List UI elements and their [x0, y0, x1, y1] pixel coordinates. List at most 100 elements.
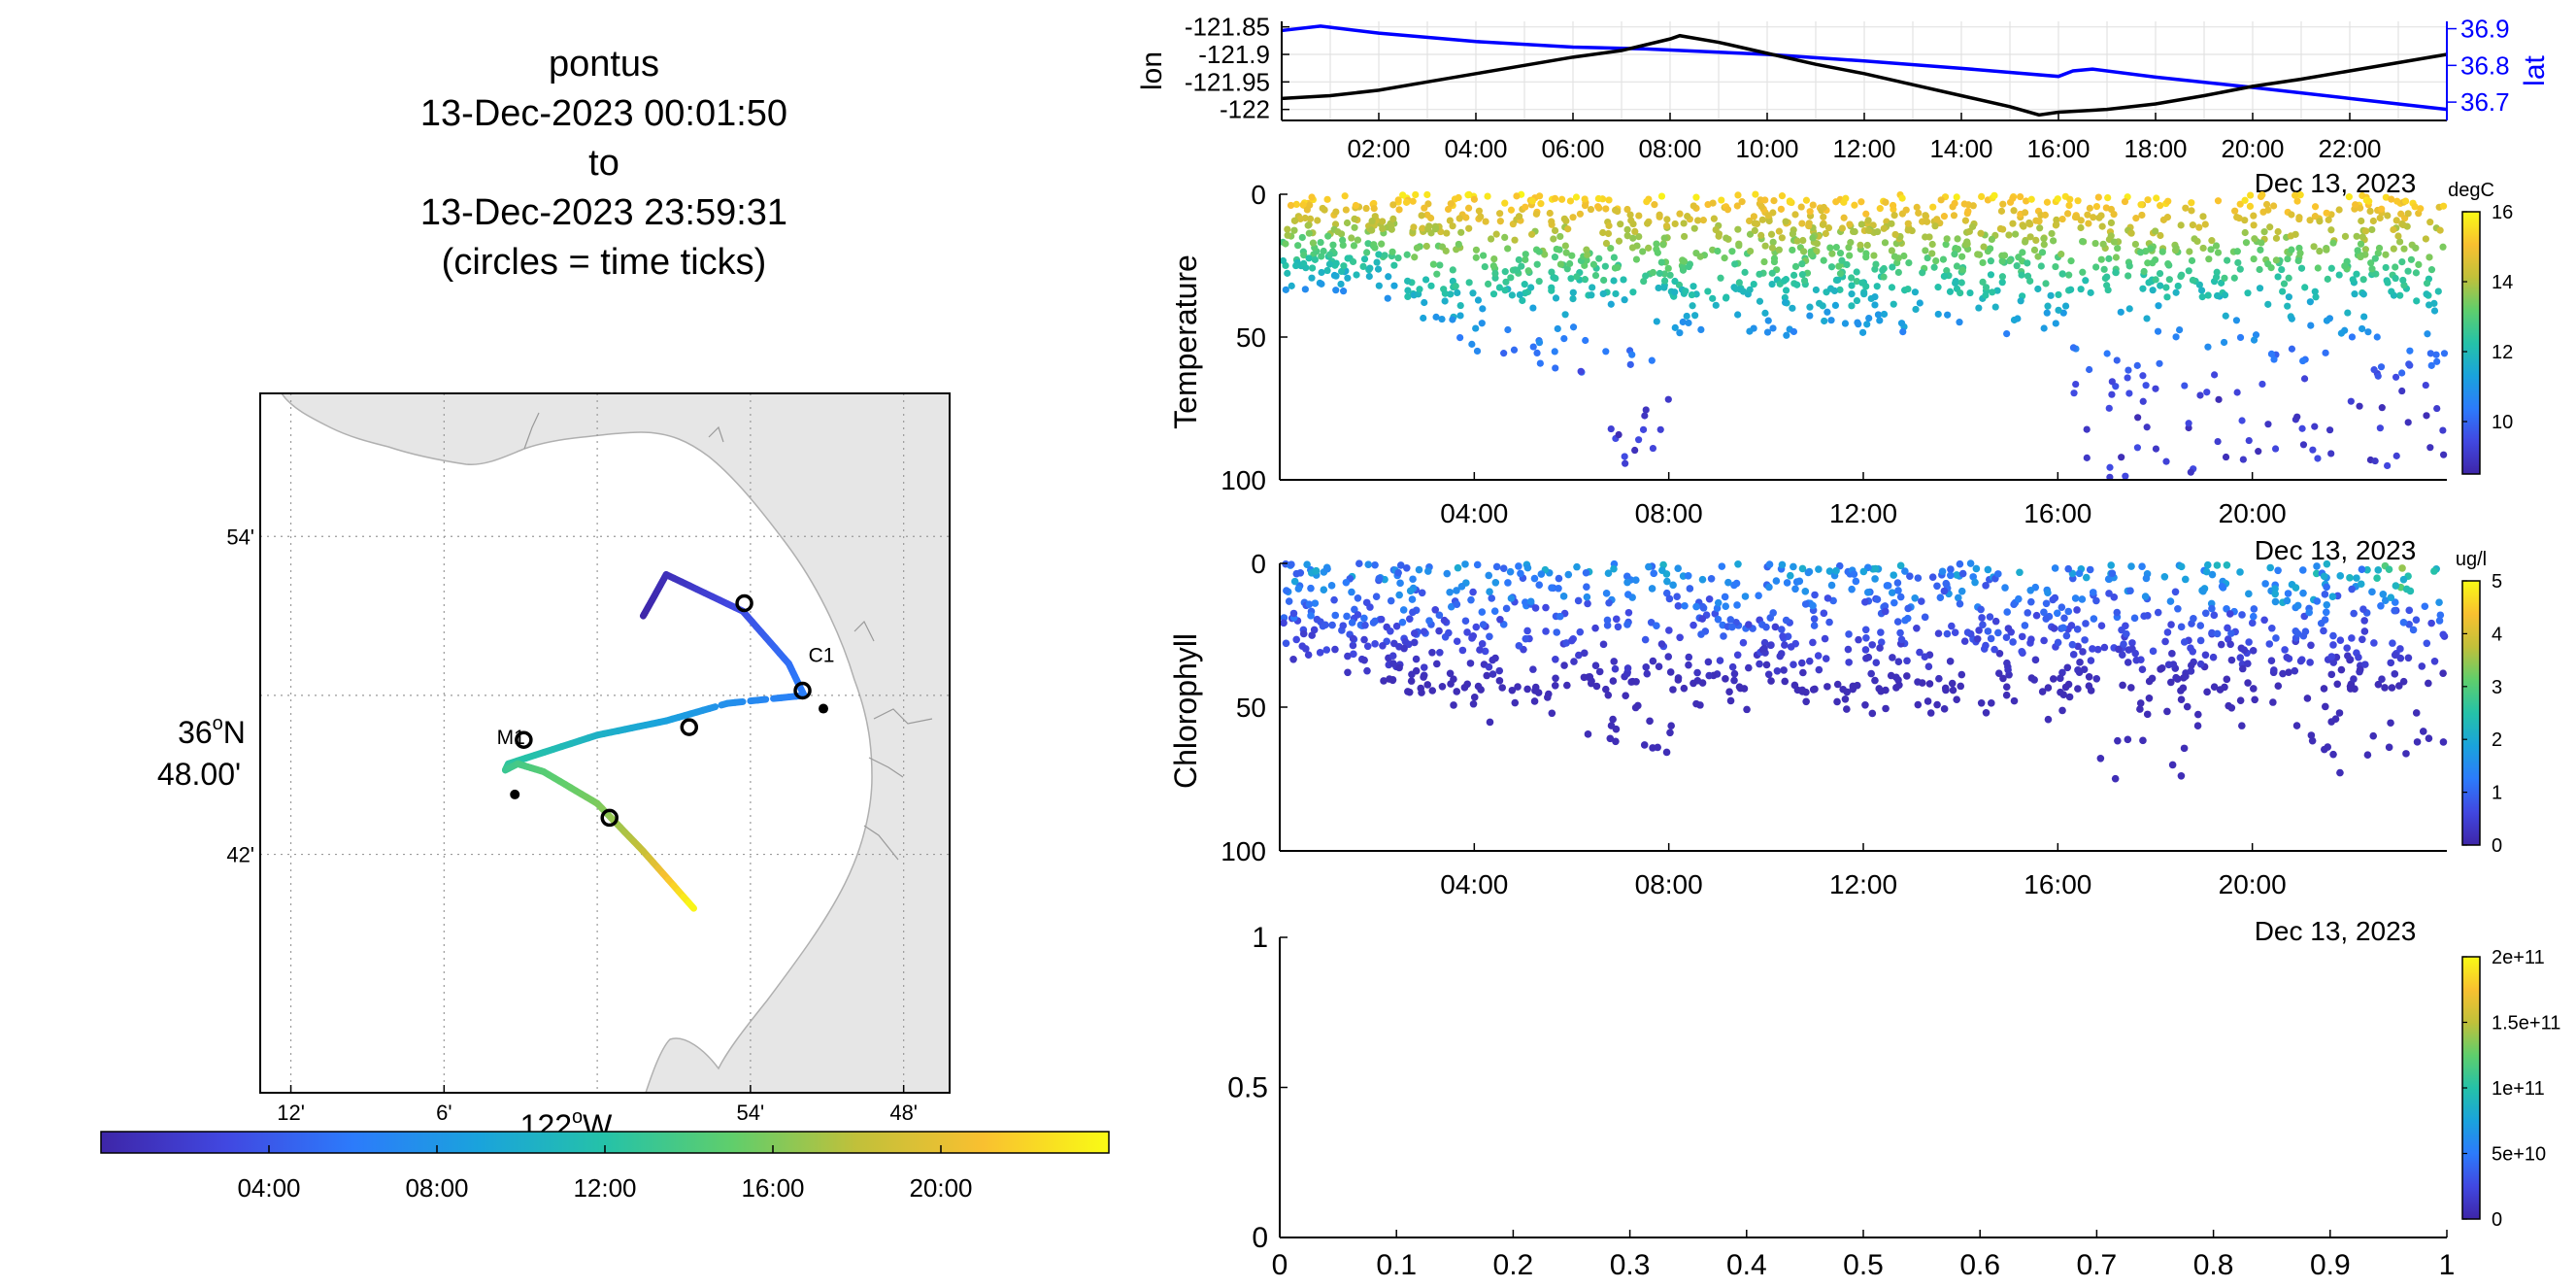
- chlorophyll-point: [2180, 638, 2189, 646]
- temperature-point: [2378, 404, 2386, 412]
- temperature-point: [1290, 226, 1298, 234]
- temperature-point: [1709, 199, 1717, 207]
- chlorophyll-point: [2177, 687, 2185, 695]
- chlorophyll-point: [1349, 634, 1357, 643]
- temperature-point: [1548, 218, 1556, 225]
- time-colorbar-label: 08:00: [405, 1173, 468, 1203]
- temperature-point: [1680, 220, 1688, 227]
- temperature-point: [2086, 365, 2093, 374]
- temperature-point: [1882, 198, 1890, 206]
- temperature-point: [1827, 263, 1836, 271]
- chlorophyll-point: [1780, 666, 1788, 674]
- temperature-point: [1419, 224, 1426, 232]
- temperature-point: [2193, 237, 2201, 246]
- temperature-point: [1410, 223, 1418, 231]
- chlorophyll-point: [1925, 680, 1934, 688]
- chlorophyll-point: [2053, 609, 2061, 618]
- chlorophyll-point: [1496, 615, 1504, 624]
- chlorophyll-point: [1517, 569, 1524, 578]
- temperature-point: [1858, 279, 1866, 287]
- temperature-point: [1649, 444, 1657, 453]
- chlorophyll-point: [2272, 634, 2280, 642]
- chlorophyll-point: [1609, 715, 1617, 724]
- chlorophyll-point: [2248, 619, 2257, 627]
- chlorophyll-point: [1552, 656, 1559, 663]
- chlorophyll-point: [1957, 587, 1966, 595]
- track-segment: [747, 696, 762, 705]
- temperature-point: [1617, 220, 1624, 228]
- empty-colorbar-label: 1e+11: [2492, 1078, 2545, 1100]
- chlorophyll-point: [2074, 642, 2082, 651]
- temperature-point: [1924, 254, 1931, 262]
- temperature-point: [2108, 378, 2116, 386]
- temperature-point: [2162, 458, 2170, 465]
- temperature-point: [2134, 414, 2142, 422]
- empty-xtick-label: 0.7: [2077, 1249, 2118, 1281]
- temperature-point: [1853, 277, 1860, 286]
- temperature-colorbar-label: 16: [2492, 202, 2513, 223]
- temperature-point: [1900, 252, 1908, 260]
- temperature-point: [1790, 327, 1798, 336]
- chlorophyll-point: [2021, 622, 2029, 629]
- temperature-point: [1474, 296, 1483, 304]
- empty-xtick-label: 0.3: [1610, 1249, 1651, 1281]
- chlorophyll-point: [2069, 651, 2078, 659]
- chlorophyll-point: [2320, 627, 2327, 635]
- temperature-point: [2155, 302, 2162, 310]
- temperature-point: [1838, 224, 1847, 232]
- chlorophyll-point: [1798, 659, 1806, 667]
- chlorophyll-point: [2079, 648, 2087, 656]
- chlorophyll-point: [2123, 629, 2130, 638]
- temperature-point: [1515, 213, 1523, 220]
- temperature-point: [1888, 247, 1895, 254]
- chlorophyll-point: [1534, 689, 1543, 696]
- chlorophyll-point: [2369, 731, 2378, 740]
- chlorophyll-point: [1522, 598, 1529, 606]
- chlorophyll-point: [1966, 559, 1975, 567]
- chlorophyll-point: [2377, 601, 2385, 610]
- chlorophyll-point: [2174, 604, 2182, 613]
- temperature-point: [1441, 297, 1449, 305]
- temperature-point: [1628, 244, 1637, 252]
- temperature-point: [2335, 206, 2343, 214]
- chlorophyll-point: [2073, 606, 2081, 614]
- chlorophyll-point: [1469, 588, 1477, 596]
- temperature-point: [1758, 216, 1766, 223]
- temperature-point: [1855, 321, 1862, 328]
- chlorophyll-point: [1953, 695, 1960, 703]
- chlorophyll-point: [2068, 640, 2077, 649]
- temperature-point: [1978, 192, 1986, 200]
- temperature-point: [2043, 198, 2052, 206]
- chlorophyll-point: [2087, 687, 2095, 695]
- temperature-point: [1809, 201, 1817, 209]
- temperature-point: [1982, 284, 1991, 291]
- temperature-point: [1939, 255, 1948, 263]
- chlorophyll-point: [2119, 681, 2126, 690]
- temperature-point: [1589, 284, 1596, 291]
- temperature-point: [2337, 329, 2346, 337]
- chlorophyll-point: [1718, 562, 1726, 570]
- chlorophyll-point: [2030, 676, 2038, 684]
- temperature-point: [1950, 212, 1958, 220]
- temperature-point: [2301, 284, 2309, 291]
- chlorophyll-point: [2251, 695, 2258, 704]
- chlorophyll-point: [1466, 660, 1475, 667]
- chlorophyll-point: [1767, 641, 1775, 649]
- temperature-point: [1491, 269, 1499, 278]
- temperature-point: [2256, 265, 2263, 274]
- temperature-point: [1768, 269, 1776, 277]
- temperature-point: [1607, 424, 1615, 433]
- chlorophyll-point: [2435, 617, 2444, 625]
- chlorophyll-point: [2299, 589, 2307, 597]
- chlorophyll-point: [1978, 614, 1986, 622]
- chlorophyll-point: [1743, 705, 1751, 714]
- temperature-point: [1595, 254, 1603, 262]
- temperature-point: [2439, 426, 2447, 434]
- chlorophyll-point: [1436, 649, 1444, 657]
- temperature-point: [1340, 288, 1348, 295]
- chlorophyll-point: [1460, 684, 1469, 692]
- temperature-point: [2038, 249, 2047, 256]
- chlorophyll-point: [1728, 662, 1737, 671]
- temperature-point: [1800, 277, 1809, 285]
- temperature-point: [1928, 240, 1936, 249]
